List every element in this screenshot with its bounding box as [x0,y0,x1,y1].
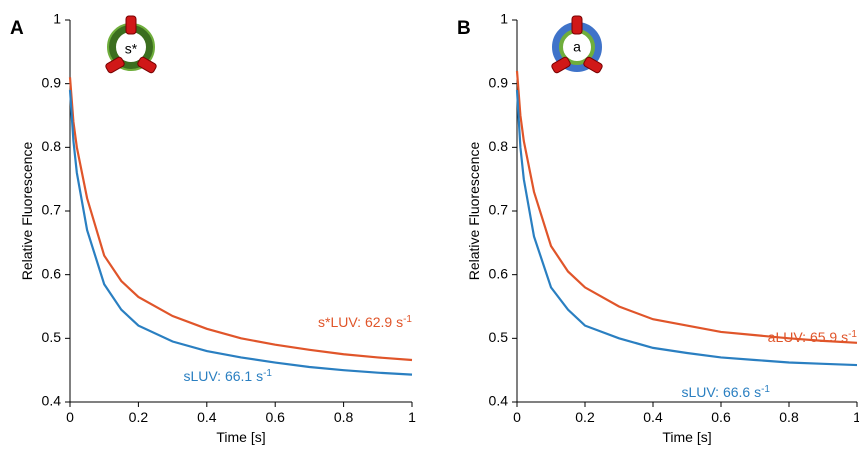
series-label: s*LUV: 62.9 s-1 [318,314,412,331]
icon-label: s* [125,41,138,57]
panel-label: A [10,18,24,39]
y-axis-label: Relative Fluorescence [19,142,35,281]
series-label: sLUV: 66.6 s-1 [681,384,770,401]
y-tick-label: 0.4 [42,393,62,409]
y-tick-label: 0.9 [42,74,62,90]
x-tick-label: 1 [408,409,416,425]
line [68,77,413,362]
x-tick-label: 1 [853,409,859,425]
y-tick-label: 0.4 [489,393,509,409]
series-name-sup: -1 [848,329,857,340]
x-tick-label: 0.8 [334,409,354,425]
y-tick-label: 1 [500,11,508,27]
y-tick-label: 1 [53,11,61,27]
x-tick-label: 0 [513,409,521,425]
series-name: aLUV: 65.9 s [768,329,848,345]
y-tick-label: 0.7 [42,202,62,218]
line [515,89,858,367]
y-tick-label: 0.8 [489,138,509,154]
x-tick-label: 0 [66,409,74,425]
line [515,70,858,344]
x-tick-label: 0.6 [265,409,285,425]
series-label: sLUV: 66.1 s-1 [183,368,272,385]
series-label: aLUV: 65.9 s-1 [768,329,858,346]
series-name: s*LUV: 62.9 s [318,314,403,330]
icon-label: a [573,39,581,55]
panel-label: B [457,18,471,39]
x-tick-label: 0.4 [643,409,663,425]
y-axis-label: Relative Fluorescence [466,142,482,281]
x-tick-label: 0.2 [575,409,595,425]
series-name-sup: -1 [263,368,272,379]
x-tick-label: 0.6 [711,409,731,425]
y-tick-label: 0.7 [489,202,509,218]
y-tick-label: 0.6 [42,265,62,281]
x-tick-label: 0.8 [779,409,799,425]
x-axis-label: Time [s] [216,429,265,445]
series-name: sLUV: 66.6 s [681,384,761,400]
y-tick-label: 0.8 [42,138,62,154]
series-name: sLUV: 66.1 s [183,368,263,384]
y-tick-label: 0.9 [489,74,509,90]
icon-a: s* [105,15,157,74]
y-tick-label: 0.6 [489,265,509,281]
series-name-sup: -1 [403,314,412,325]
x-tick-label: 0.2 [129,409,149,425]
series-name-sup: -1 [761,384,770,395]
x-tick-label: 0.4 [197,409,217,425]
x-axis-label: Time [s] [662,429,711,445]
icon-b: a [551,15,603,74]
y-tick-label: 0.5 [489,329,509,345]
y-tick-label: 0.5 [42,329,62,345]
line [68,89,413,376]
